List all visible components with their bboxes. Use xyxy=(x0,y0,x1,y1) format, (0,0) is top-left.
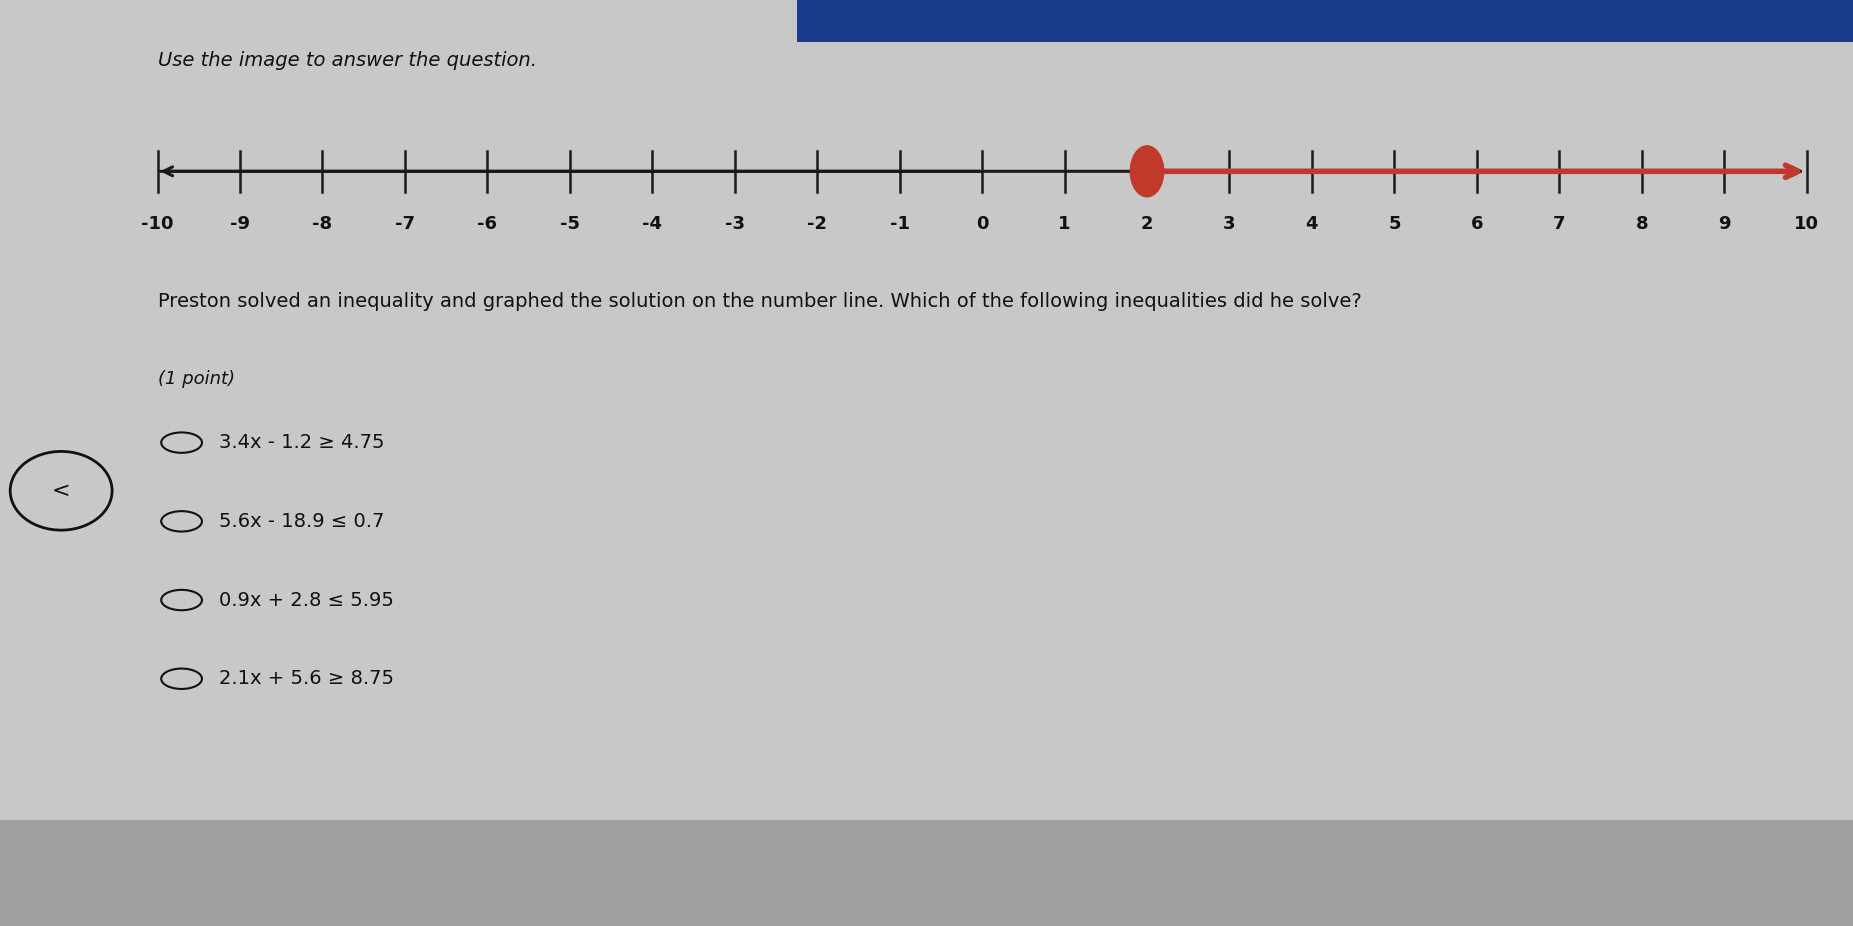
Text: -10: -10 xyxy=(141,215,174,232)
Text: 6: 6 xyxy=(1471,215,1482,232)
Text: -4: -4 xyxy=(643,215,662,232)
Text: -5: -5 xyxy=(560,215,580,232)
Text: <: < xyxy=(52,481,70,501)
Text: -1: -1 xyxy=(889,215,910,232)
Text: Use the image to answer the question.: Use the image to answer the question. xyxy=(158,51,537,70)
Text: -6: -6 xyxy=(478,215,497,232)
Text: -2: -2 xyxy=(808,215,826,232)
Ellipse shape xyxy=(1130,145,1164,197)
Text: 3: 3 xyxy=(1223,215,1236,232)
Text: -8: -8 xyxy=(313,215,332,232)
Text: 1: 1 xyxy=(1058,215,1071,232)
Text: 8: 8 xyxy=(1636,215,1647,232)
Text: 5: 5 xyxy=(1388,215,1401,232)
Text: 9: 9 xyxy=(1718,215,1731,232)
Text: 4: 4 xyxy=(1306,215,1317,232)
Text: -3: -3 xyxy=(725,215,745,232)
Text: Preston solved an inequality and graphed the solution on the number line. Which : Preston solved an inequality and graphed… xyxy=(158,292,1362,311)
Text: 0.9x + 2.8 ≤ 5.95: 0.9x + 2.8 ≤ 5.95 xyxy=(219,591,393,609)
Text: -9: -9 xyxy=(230,215,250,232)
Text: (1 point): (1 point) xyxy=(158,370,235,388)
Text: 10: 10 xyxy=(1794,215,1820,232)
Text: 5.6x - 18.9 ≤ 0.7: 5.6x - 18.9 ≤ 0.7 xyxy=(219,512,384,531)
Text: 2.1x + 5.6 ≥ 8.75: 2.1x + 5.6 ≥ 8.75 xyxy=(219,669,393,688)
FancyBboxPatch shape xyxy=(0,820,1853,926)
Text: 2: 2 xyxy=(1141,215,1153,232)
Text: 0: 0 xyxy=(977,215,988,232)
Text: -7: -7 xyxy=(395,215,415,232)
Text: 3.4x - 1.2 ≥ 4.75: 3.4x - 1.2 ≥ 4.75 xyxy=(219,433,384,452)
FancyBboxPatch shape xyxy=(797,0,1853,42)
Text: 7: 7 xyxy=(1553,215,1566,232)
